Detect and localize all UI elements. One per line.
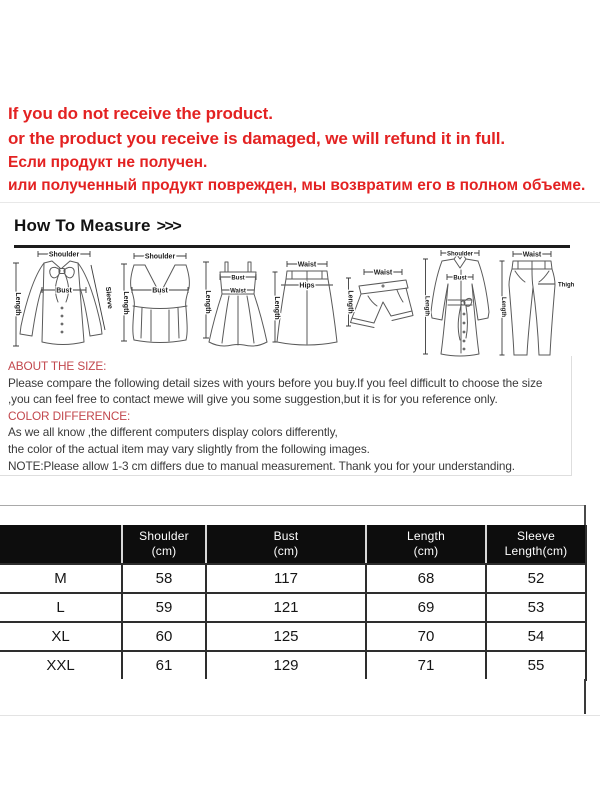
sleeve-length-column-header: Sleeve Length(cm): [485, 525, 587, 565]
length-cell: 71: [365, 650, 487, 681]
size-row-l: L 59 121 69 53: [0, 592, 587, 623]
shoulder-label: Shoulder: [447, 252, 474, 258]
refund-line-ru-2: или полученный продукт поврежден, мы воз…: [8, 177, 586, 194]
sleeve-cell: 55: [485, 650, 587, 681]
title-underline: [14, 245, 570, 248]
shoulder-label: Shoulder: [145, 254, 176, 261]
length-column-header: Length (cm): [365, 525, 486, 565]
garment-pants-diagram: Waist Length Thigh: [499, 250, 576, 356]
section-divider: [0, 202, 600, 203]
garment-blouse-diagram: Shoulder Length Bust Sleeve: [13, 250, 114, 347]
waist-label: Waist: [230, 289, 246, 295]
length-label: Length: [347, 290, 354, 313]
bottom-divider: [0, 715, 600, 716]
chevrons-icon: >>>: [156, 218, 182, 235]
size-row-xxl: XXL 61 129 71 55: [0, 650, 587, 681]
sleeve-cell: 53: [485, 592, 587, 623]
size-cell: XL: [0, 621, 123, 652]
size-row-m: M 58 117 68 52: [0, 563, 587, 594]
refund-line-en-1: If you do not receive the product.: [8, 104, 273, 123]
size-cell: XXL: [0, 650, 123, 681]
bust-label: Bust: [56, 288, 72, 295]
text-panel-right-border: [571, 356, 572, 475]
length-label: Length: [273, 296, 280, 319]
shoulder-cell: 60: [121, 621, 207, 652]
size-column-header-blank: [0, 525, 122, 565]
garment-coat-diagram: Shoulder Length Bust: [422, 250, 490, 357]
bust-column-header: Bust (cm): [205, 525, 366, 565]
size-cell: M: [0, 563, 123, 594]
size-row-xl: XL 60 125 70 54: [0, 621, 587, 652]
length-label: Length: [14, 292, 21, 315]
table-bottom-spacer: [0, 679, 586, 714]
size-table-header-row: Shoulder (cm) Bust (cm) Length (cm) Slee…: [0, 525, 587, 565]
measure-diagrams: Shoulder Length Bust Sleeve Shoulder Len…: [0, 246, 600, 364]
table-panel-right-border: [584, 505, 586, 525]
about-size-line-1: Please compare the following detail size…: [8, 375, 543, 390]
shoulder-column-header: Shoulder (cm): [121, 525, 206, 565]
length-label: Length: [500, 297, 506, 317]
about-size-line-2: ,you can feel free to contact mewe will …: [8, 392, 498, 407]
shoulder-label: Shoulder: [49, 252, 80, 259]
length-label: Length: [424, 296, 430, 316]
refund-notice: If you do not receive the product. or th…: [8, 101, 598, 197]
about-section: ABOUT THE SIZE: Please compare the follo…: [8, 358, 594, 474]
sleeve-cell: 54: [485, 621, 587, 652]
waist-label: Waist: [298, 262, 317, 269]
thigh-label: Thigh: [558, 283, 575, 289]
note-line: NOTE:Please allow 1-3 cm differs due to …: [8, 458, 515, 473]
length-cell: 70: [365, 621, 487, 652]
bust-cell: 129: [205, 650, 367, 681]
table-panel-top-border: [0, 505, 586, 506]
bust-label: Bust: [231, 276, 244, 282]
shoulder-cell: 61: [121, 650, 207, 681]
length-cell: 68: [365, 563, 487, 594]
size-table: Shoulder (cm) Bust (cm) Length (cm) Slee…: [0, 525, 587, 681]
how-to-measure-text: How To Measure: [14, 216, 151, 235]
garment-vest-diagram: Shoulder Length Bust: [121, 252, 190, 343]
sleeve-label: Sleeve: [104, 286, 113, 309]
garment-shorts-diagram: Waist Length: [345, 268, 414, 328]
length-label: Length: [122, 291, 129, 314]
bust-cell: 121: [205, 592, 367, 623]
bust-cell: 117: [205, 563, 367, 594]
shoulder-cell: 58: [121, 563, 207, 594]
size-cell: L: [0, 592, 123, 623]
length-label: Length: [204, 290, 211, 313]
about-size-title: ABOUT THE SIZE:: [8, 359, 107, 373]
waist-label: Waist: [374, 270, 393, 277]
how-to-measure-title: How To Measure >>>: [14, 216, 182, 236]
bust-label: Bust: [152, 288, 168, 295]
text-panel-bottom-border: [0, 475, 572, 476]
color-line-1: As we all know ,the different computers …: [8, 425, 338, 440]
bust-cell: 125: [205, 621, 367, 652]
garment-dress-diagram: Length Bust Waist: [203, 261, 268, 347]
refund-line-en-2: or the product you receive is damaged, w…: [8, 129, 505, 148]
hips-label: Hips: [299, 283, 314, 290]
garment-skirt-diagram: Waist Length Hips: [272, 260, 338, 346]
length-cell: 69: [365, 592, 487, 623]
color-line-2: the color of the actual item may vary sl…: [8, 441, 370, 456]
sleeve-cell: 52: [485, 563, 587, 594]
waist-label: Waist: [523, 252, 542, 259]
bust-label: Bust: [453, 276, 466, 282]
shoulder-cell: 59: [121, 592, 207, 623]
color-difference-title: COLOR DIFFERENCE:: [8, 408, 131, 423]
refund-line-ru-1: Если продукт не получен.: [8, 154, 208, 171]
